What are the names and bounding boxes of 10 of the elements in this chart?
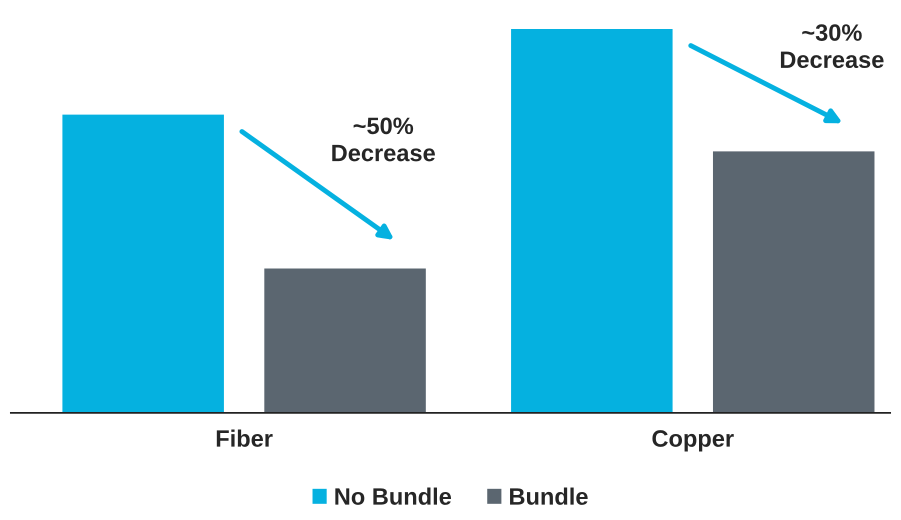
annotation: ~30% Decrease <box>780 24 884 68</box>
legend-label: No Bundle <box>335 488 452 505</box>
legend-label: Bundle <box>510 488 588 505</box>
x-tick-label: Fiber <box>216 430 273 447</box>
annotation: ~50% Decrease <box>332 117 435 162</box>
bar <box>712 151 874 413</box>
bar <box>511 28 673 413</box>
x-tick-label: Copper <box>652 430 734 452</box>
bar <box>62 114 224 413</box>
bar <box>264 268 426 413</box>
